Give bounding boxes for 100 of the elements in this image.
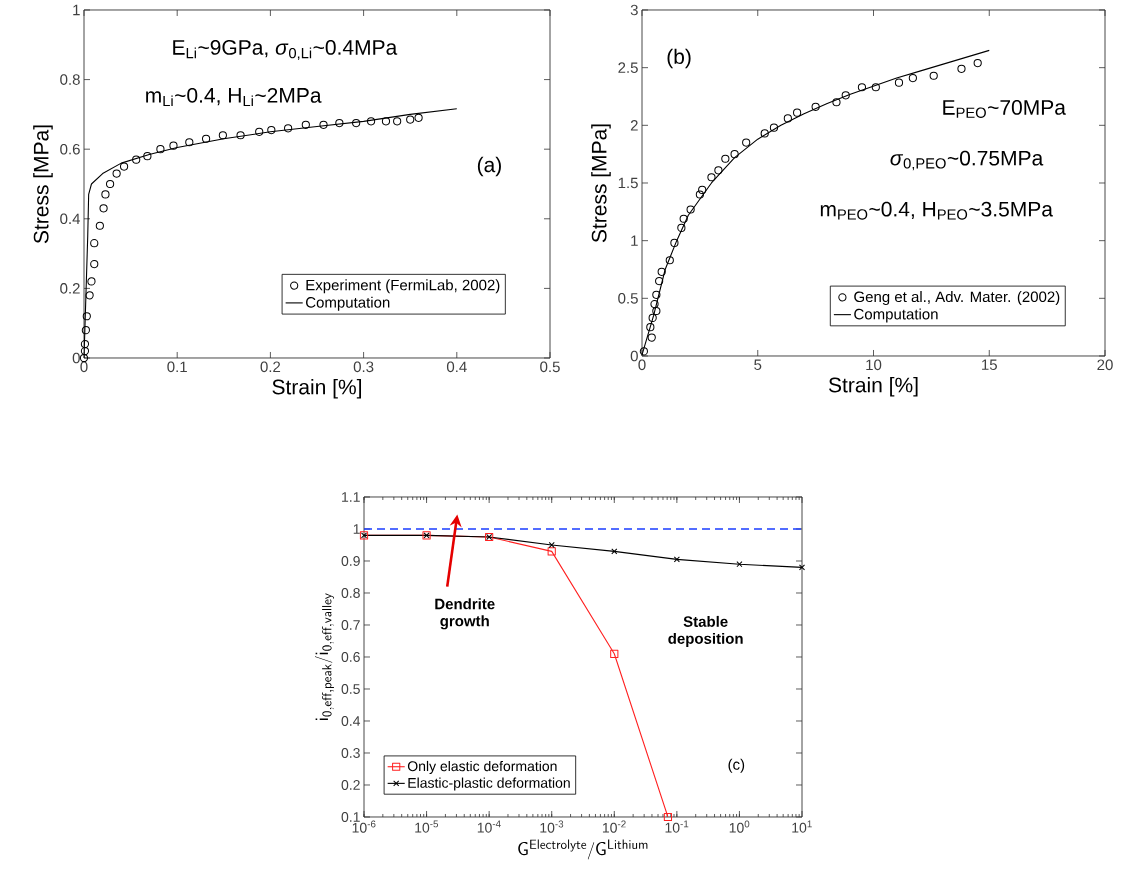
y-axis-title: Stress [MPa] (591, 124, 611, 243)
x-axis-title: Strain [%] (828, 377, 918, 397)
point (119, 162, 129, 171)
legend-label: Geng et al., Adv. Mater. (2002) (854, 291, 1060, 306)
point (695, 190, 704, 199)
point (185, 138, 194, 147)
point (80, 339, 90, 349)
point (730, 150, 739, 159)
x-tick-label: 0 (638, 359, 646, 371)
y-tick-label: 0.7 (341, 620, 360, 630)
point (236, 131, 245, 140)
y-tick-label: 0.2 (60, 283, 80, 294)
point (319, 120, 328, 129)
point (652, 290, 661, 299)
annotation: Dendrite growth (435, 598, 495, 630)
point (647, 333, 656, 342)
point (783, 114, 792, 123)
point (201, 134, 211, 143)
point (665, 256, 674, 265)
point (90, 259, 99, 269)
y-tick-label: 0.1 (341, 812, 360, 822)
point (218, 131, 227, 140)
y-tick-label: 0.8 (60, 74, 80, 85)
point (769, 123, 779, 132)
x-tick-label: 10$^{-5}$ (415, 820, 439, 833)
annotation: m$_{Li}$~0.4, H$_{Li}$~2MPa (146, 87, 322, 107)
y-tick-label: 1 (73, 4, 80, 16)
y-axis-title: $\mathsf{i_{0,eff,peak}/i_{0,eff,valley}}$ (314, 593, 335, 720)
point (714, 166, 723, 175)
point (101, 190, 110, 199)
point (132, 155, 141, 164)
y-tick-label: 0.4 (60, 213, 81, 225)
point (811, 102, 820, 111)
point (301, 120, 310, 129)
x-tick-label: 5 (754, 359, 762, 370)
x-tick-label: 20 (1097, 359, 1113, 371)
point (973, 58, 982, 68)
point (650, 299, 659, 309)
y-tick-label: 0.8 (341, 588, 360, 598)
point (670, 238, 679, 248)
legend-label: Computation (854, 308, 938, 323)
y-tick-label: 0.2 (341, 780, 360, 790)
point (99, 204, 108, 213)
point (81, 326, 90, 335)
annotation: E$_{PEO}$~70MPa (943, 99, 1066, 118)
point (284, 124, 293, 133)
y-tick-label: 1.1 (342, 492, 360, 502)
y-tick-label: 0.3 (341, 748, 360, 758)
legend-label: Experiment (FermiLab, 2002) (306, 279, 500, 294)
point (95, 221, 104, 230)
point (85, 291, 94, 300)
point (255, 127, 264, 136)
point (548, 541, 555, 549)
point (793, 108, 802, 117)
x-tick-label: 10$^{-3}$ (540, 820, 564, 833)
legend-label: Elastic-plastic deformation (408, 777, 570, 791)
point (169, 141, 178, 150)
point (80, 346, 90, 356)
y-tick-label: 0.5 (618, 293, 638, 304)
annotation: (c) (728, 758, 745, 773)
point (87, 277, 96, 286)
point (90, 239, 99, 248)
x-tick-label: 10$^{-2}$ (602, 820, 626, 833)
y-tick-label: 0.4 (341, 716, 361, 726)
point (736, 561, 743, 568)
point (646, 323, 655, 332)
point (610, 649, 619, 658)
point (698, 185, 707, 195)
point (82, 312, 91, 321)
annotation: (b) (667, 48, 691, 69)
point (106, 179, 115, 189)
point (673, 556, 680, 563)
point (894, 78, 904, 87)
y-tick-label: 2 (630, 120, 638, 131)
x-tick-label: 10 (866, 359, 882, 371)
point (686, 205, 695, 214)
x-tick-label: 10$^{-1}$ (665, 820, 689, 833)
point (798, 564, 806, 571)
point (841, 91, 850, 100)
x-tick-label: 0.2 (260, 361, 281, 373)
point (639, 347, 648, 356)
legend-label: Computation (306, 296, 390, 311)
point (857, 83, 867, 92)
point (406, 115, 415, 124)
point (832, 98, 841, 107)
point (657, 267, 666, 276)
y-tick-label: 1 (631, 235, 638, 246)
point (957, 64, 966, 73)
y-tick-label: 0.6 (60, 143, 80, 155)
point (156, 145, 165, 154)
point (414, 113, 423, 122)
point (143, 152, 152, 161)
annotation: E$_{Li}$~9GPa, σ$_{0,Li}$~0.4MPa (173, 39, 398, 61)
point (652, 306, 661, 316)
y-tick-label: 3 (630, 4, 638, 16)
y-tick-label: 0 (630, 350, 638, 362)
annotation: (a) (477, 156, 501, 177)
x-tick-label: 15 (982, 359, 997, 370)
annotation: m$_{PEO}$~0.4, H$_{PEO}$~3.5MPa (820, 201, 1053, 220)
y-tick-label: 2.5 (618, 62, 638, 73)
